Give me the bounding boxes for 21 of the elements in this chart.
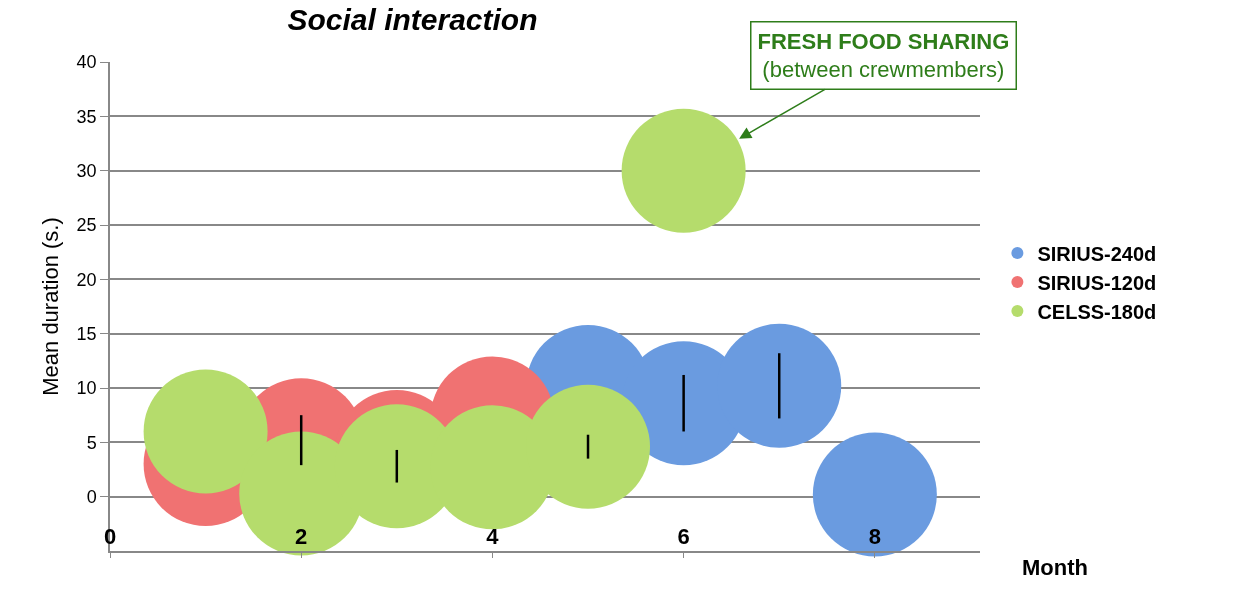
- y-tick-label: 10: [76, 378, 97, 399]
- y-tick-label: 30: [76, 160, 97, 181]
- annotation: FRESH FOOD SHARING (between crewmembers): [757, 28, 1010, 83]
- y-tick-label: 15: [76, 323, 97, 344]
- y-tick-label: 0: [86, 486, 97, 507]
- y-tick-label: 25: [76, 215, 97, 236]
- y-axis-title: Mean duration (s.): [37, 217, 63, 396]
- x-tick-label: 8: [868, 524, 881, 550]
- x-tick-label: 2: [295, 524, 308, 550]
- legend-label: CELSS-180d: [1037, 300, 1157, 323]
- x-tick-label: 4: [486, 524, 500, 550]
- x-tick-label: 0: [103, 524, 117, 550]
- y-tick-label: 20: [76, 269, 97, 290]
- chart-title: Social interaction: [287, 2, 538, 36]
- y-tick-label: 40: [76, 52, 97, 73]
- x-axis-title: Month: [1022, 555, 1088, 580]
- legend-label: SIRIUS-120d: [1037, 271, 1157, 294]
- y-tick-label: 5: [86, 432, 97, 453]
- legend-label: SIRIUS-240d: [1037, 242, 1157, 265]
- y-tick-label: 35: [76, 106, 97, 127]
- x-tick-label: 6: [677, 524, 690, 550]
